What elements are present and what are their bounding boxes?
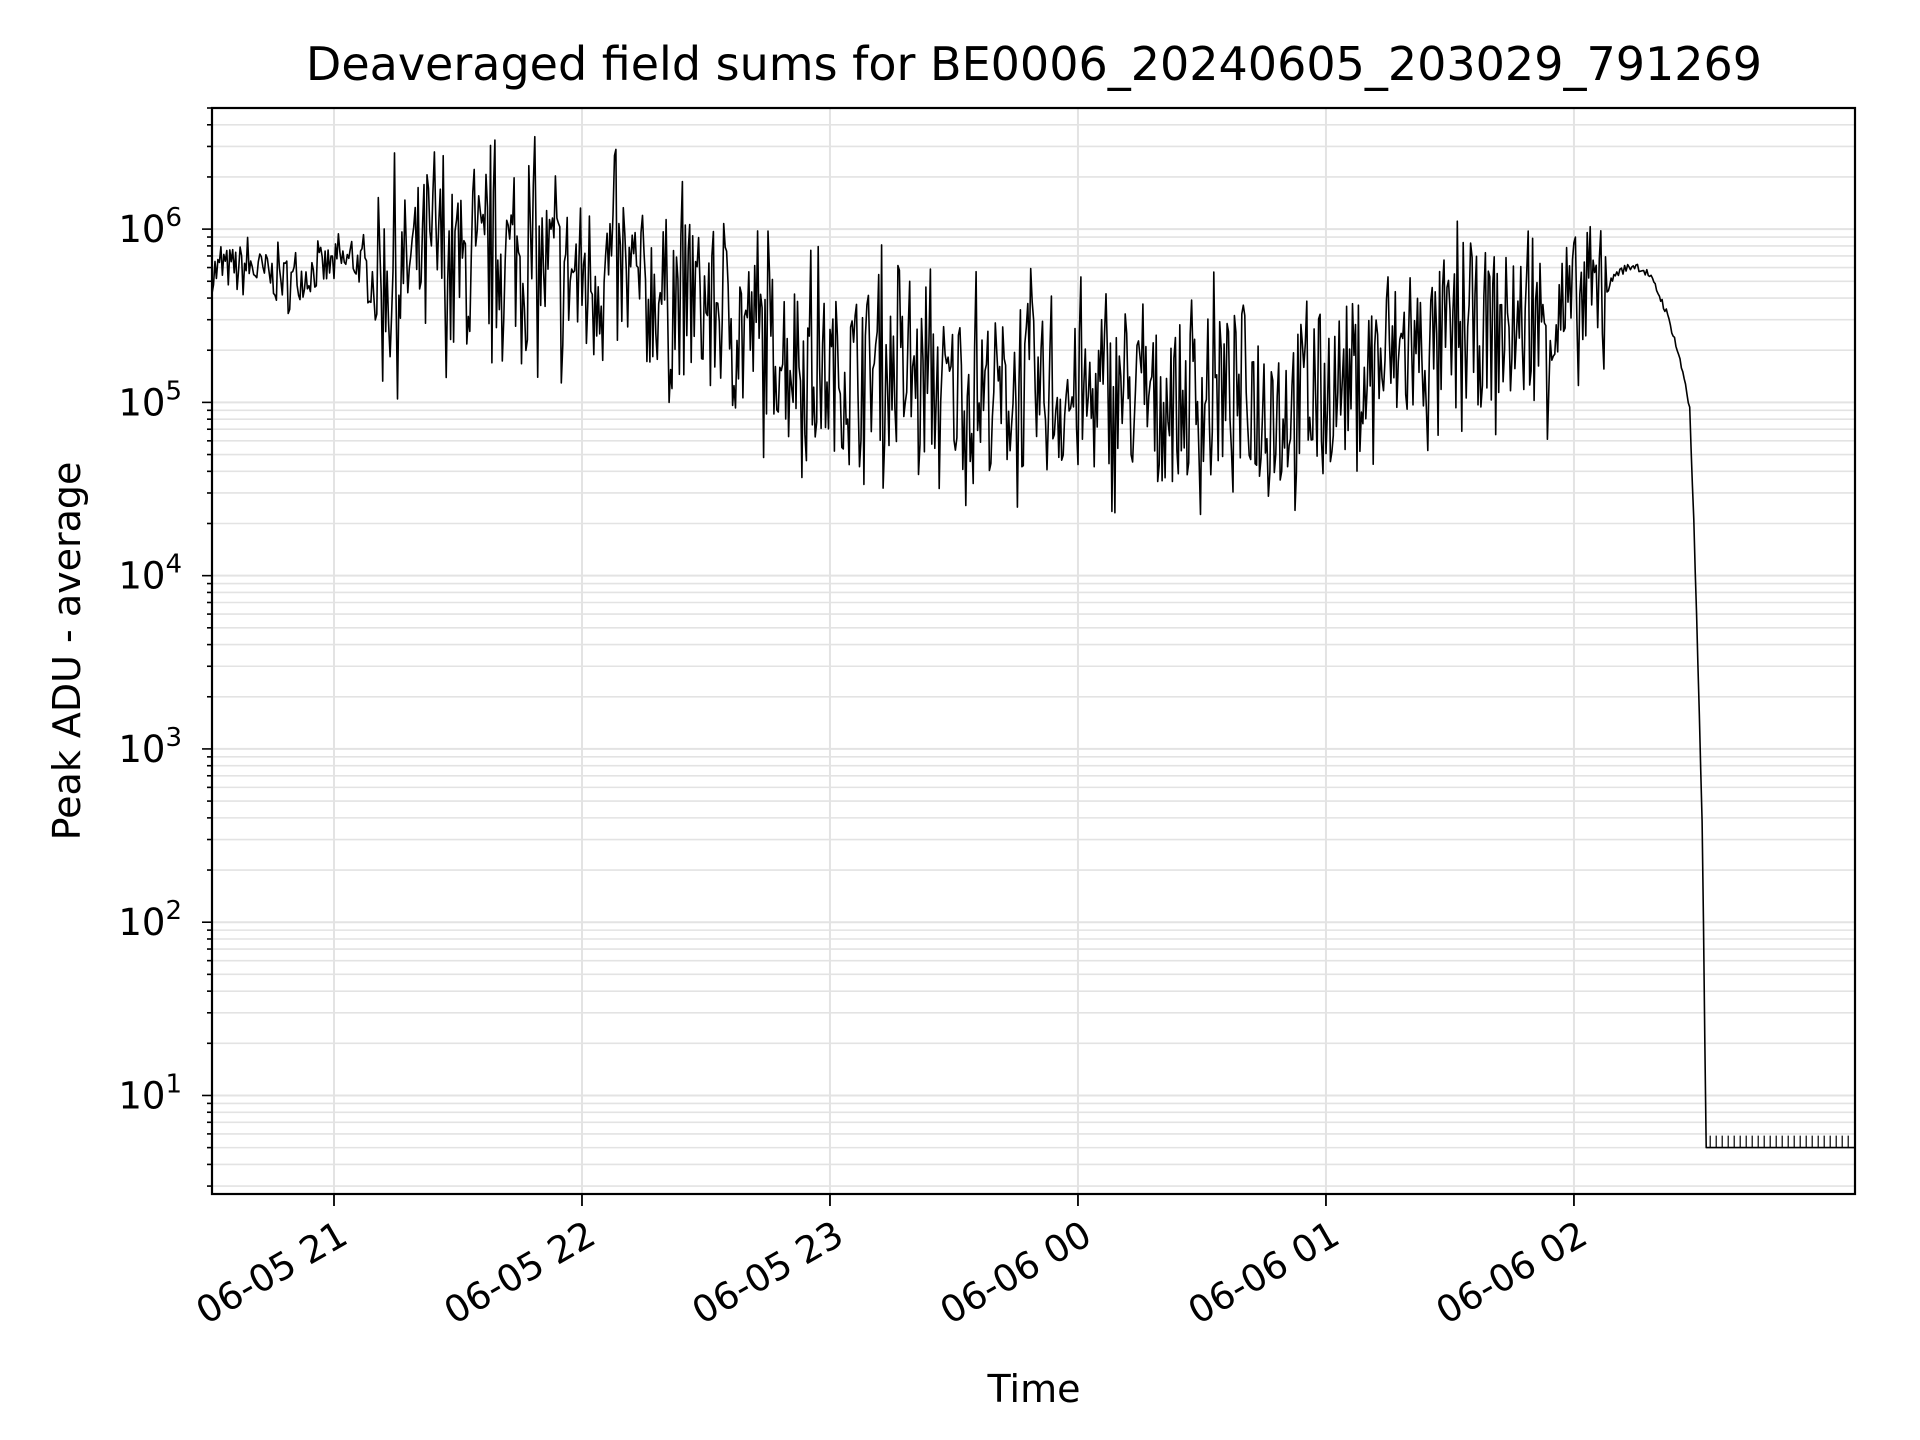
- plot-area: [211, 135, 1855, 1149]
- plot-frame: [210, 106, 1857, 1196]
- y-tick-label: 101: [118, 1069, 182, 1117]
- y-tick-label: 102: [118, 896, 182, 944]
- y-axis: 101 102 103 104 105 106: [118, 107, 212, 1187]
- series-line: [211, 135, 1855, 1149]
- x-axis-label: Time: [987, 1367, 1081, 1411]
- y-tick-label: 105: [118, 376, 182, 424]
- chart-title: Deaveraged field sums for BE0006_2024060…: [306, 37, 1762, 91]
- y-tick-label: 104: [118, 550, 182, 598]
- y-tick-label: 106: [118, 203, 182, 251]
- y-axis-label: Peak ADU - average: [45, 462, 89, 841]
- y-tick-label: 103: [118, 723, 182, 771]
- end-tick-marks: [1709, 1135, 1849, 1148]
